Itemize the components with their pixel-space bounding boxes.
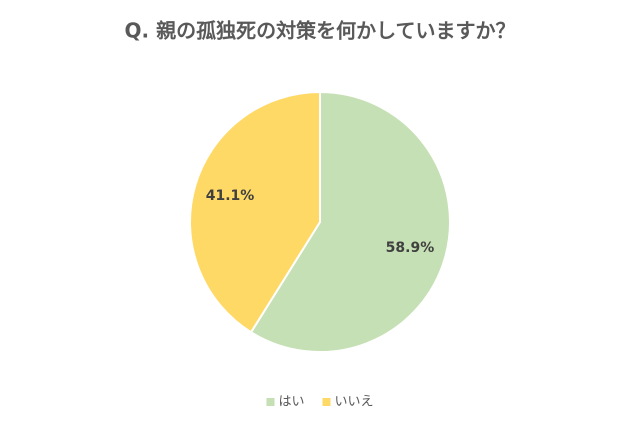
legend-label: はい [278, 395, 304, 410]
legend-label: いいえ [335, 395, 374, 410]
data-label: 58.9% [386, 240, 435, 256]
legend-swatch [322, 398, 331, 406]
chart-title: Q. 親の孤独死の対策を何かしていますか？ [125, 19, 516, 43]
legend-swatch [266, 398, 275, 406]
data-label: 41.1% [206, 188, 255, 204]
pie-slice [189, 90, 321, 334]
pie-slice [249, 90, 451, 353]
